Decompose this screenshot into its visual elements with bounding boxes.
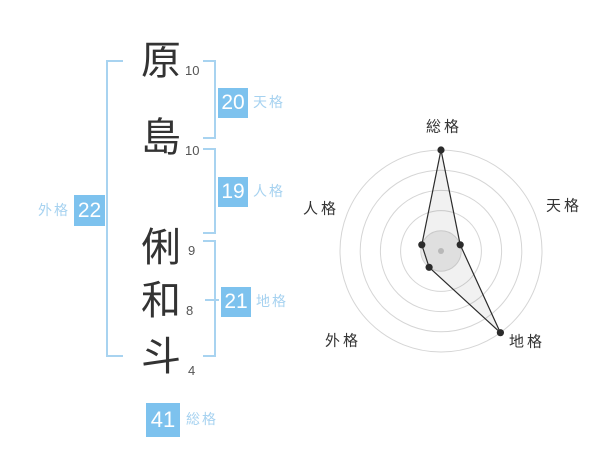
- gaikaku-label: 外格: [38, 202, 70, 218]
- radar-ring: [400, 210, 482, 292]
- gaikaku-bracket: [106, 60, 123, 357]
- stroke-count-3: 9: [188, 243, 196, 258]
- radar-axis-label: 総格: [426, 119, 462, 136]
- radar-data-point: [418, 241, 426, 249]
- radar-ring: [379, 189, 503, 313]
- stroke-count-1: 10: [185, 63, 200, 78]
- chikaku-value-badge: 21: [221, 287, 251, 317]
- radar-data-point: [425, 263, 433, 271]
- radar-data-point: [456, 241, 464, 249]
- name-char-1: 原: [141, 39, 181, 83]
- radar-axis-label: 天格: [546, 198, 582, 215]
- name-char-4: 和: [141, 279, 181, 323]
- tenkaku-label: 天格: [253, 94, 285, 110]
- gaikaku-value-badge: 22: [74, 195, 105, 226]
- tenkaku-value-badge: 20: [218, 88, 248, 118]
- radar-ring: [359, 169, 523, 333]
- jinkaku-value-badge: 19: [218, 177, 248, 207]
- stroke-count-2: 10: [185, 143, 200, 158]
- radar-data-polygon: [421, 149, 501, 334]
- jinkaku-bracket: [203, 148, 216, 234]
- tenkaku-bracket: [203, 60, 216, 139]
- radar-center-dot: [438, 248, 444, 254]
- stroke-count-4: 8: [186, 303, 194, 318]
- radar-data-point: [496, 329, 504, 337]
- radar-axis-label: 地格: [509, 334, 545, 351]
- name-char-5: 斗: [141, 335, 181, 379]
- stroke-count-5: 4: [188, 363, 196, 378]
- soukaku-label: 総格: [186, 411, 218, 427]
- jinkaku-label: 人格: [253, 183, 285, 199]
- soukaku-value-badge: 41: [146, 403, 180, 437]
- radar-axis-label: 外格: [325, 333, 361, 350]
- name-char-3: 俐: [141, 226, 181, 270]
- radar-axis-label: 人格: [303, 201, 339, 218]
- chikaku-bracket: [203, 240, 216, 357]
- radar-data-point: [437, 146, 445, 154]
- name-char-2: 島: [141, 116, 181, 160]
- chikaku-label: 地格: [256, 293, 288, 309]
- fortune-radar-chart: 総格天格地格 外格 人格: [300, 100, 592, 364]
- chikaku-bracket-midtick: [205, 299, 219, 301]
